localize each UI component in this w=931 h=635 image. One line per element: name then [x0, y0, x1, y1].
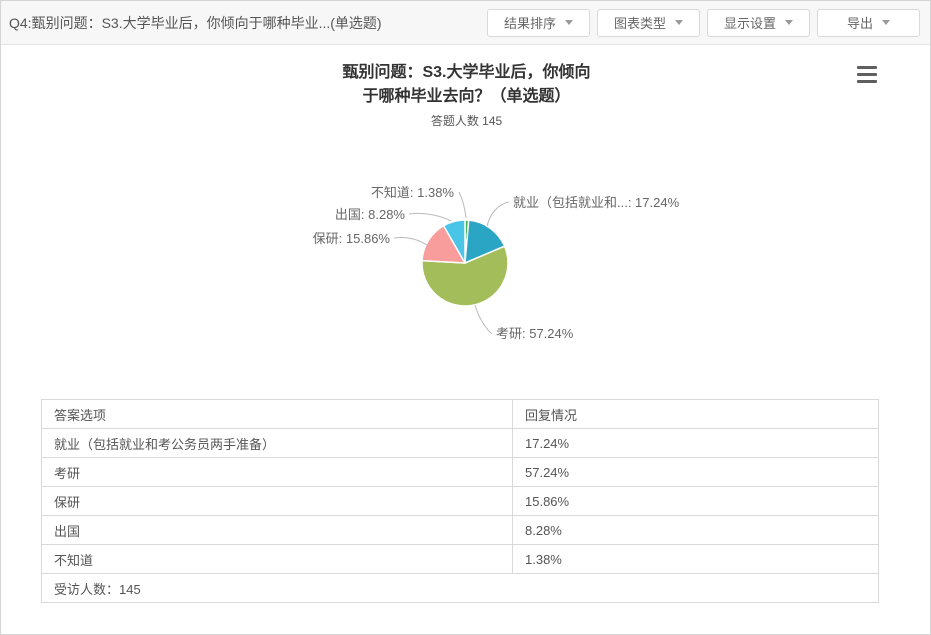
chart-type-label: 图表类型 — [613, 16, 666, 31]
pie-label-leader-line — [474, 304, 493, 335]
chevron-down-icon — [675, 20, 683, 25]
value-cell: 15.86% — [512, 486, 879, 516]
pie-slice-label: 考研: 57.24% — [496, 326, 574, 341]
pie-slice-1[interactable] — [464, 219, 506, 264]
export-button[interactable]: 导出 — [817, 8, 920, 37]
pie-slice-label: 出国: 8.28% — [335, 207, 406, 222]
value-cell: 1.38% — [512, 544, 879, 574]
display-settings-button[interactable]: 显示设置 — [707, 8, 810, 37]
display-settings-label: 显示设置 — [723, 16, 776, 31]
pie-label-leader-line — [486, 201, 510, 227]
table-header-row: 答案选项 回复情况 — [41, 399, 879, 429]
pie-label-leader-line — [408, 212, 452, 222]
chevron-down-icon — [882, 20, 890, 25]
answer-table: 答案选项 回复情况 就业（包括就业和考公务员两手准备） 17.24% 考研 57… — [41, 399, 879, 603]
chart-panel: 不知道: 1.38% 就业（包括就业和...: 17.24% 考研: 57.24% 保… — [1, 45, 930, 399]
value-cell: 57.24% — [512, 457, 879, 487]
toolbar-buttons: 结果排序 图表类型 显示设置 导出 — [480, 8, 920, 37]
chart-type-button[interactable]: 图表类型 — [597, 8, 700, 37]
question-title: Q4:甄别问题：S3.大学毕业后，你倾向于哪种毕业...(单选题) — [9, 14, 382, 31]
pie-slice-label: 保研: 15.86% — [313, 231, 391, 246]
option-cell: 考研 — [41, 457, 513, 487]
option-cell: 出国 — [41, 515, 513, 545]
sort-results-button[interactable]: 结果排序 — [487, 8, 590, 37]
option-cell: 保研 — [41, 486, 513, 516]
toolbar: Q4:甄别问题：S3.大学毕业后，你倾向于哪种毕业...(单选题) 结果排序 图… — [1, 1, 930, 45]
pie-chart: 不知道: 1.38% 就业（包括就业和...: 17.24% 考研: 57.24% 保… — [313, 185, 680, 341]
value-cell: 8.28% — [512, 515, 879, 545]
option-cell: 不知道 — [41, 544, 513, 574]
pie-label-leader-line — [458, 191, 467, 219]
pie-slice-label: 不知道: 1.38% — [371, 185, 455, 200]
table-footer-row: 受访人数：145 — [41, 573, 879, 603]
header-answer-option: 答案选项 — [41, 399, 513, 429]
chevron-down-icon — [565, 20, 573, 25]
table-row: 就业（包括就业和考公务员两手准备） 17.24% — [41, 428, 879, 458]
respondents-cell: 受访人数：145 — [41, 573, 879, 603]
export-label: 导出 — [846, 16, 873, 31]
header-response: 回复情况 — [512, 399, 879, 429]
table-row: 考研 57.24% — [41, 457, 879, 487]
sort-results-label: 结果排序 — [503, 16, 556, 31]
pie-slice-2[interactable] — [421, 245, 509, 307]
pie-slice-4[interactable] — [442, 219, 466, 264]
table-row: 出国 8.28% — [41, 515, 879, 545]
table-row: 不知道 1.38% — [41, 544, 879, 574]
table-row: 保研 15.86% — [41, 486, 879, 516]
chevron-down-icon — [785, 20, 793, 25]
pie-slice-label: 就业（包括就业和...: 17.24% — [513, 195, 680, 210]
option-cell: 就业（包括就业和考公务员两手准备） — [41, 428, 513, 458]
hamburger-menu-icon[interactable] — [857, 66, 877, 83]
pie-label-leader-line — [393, 237, 429, 247]
value-cell: 17.24% — [512, 428, 879, 458]
